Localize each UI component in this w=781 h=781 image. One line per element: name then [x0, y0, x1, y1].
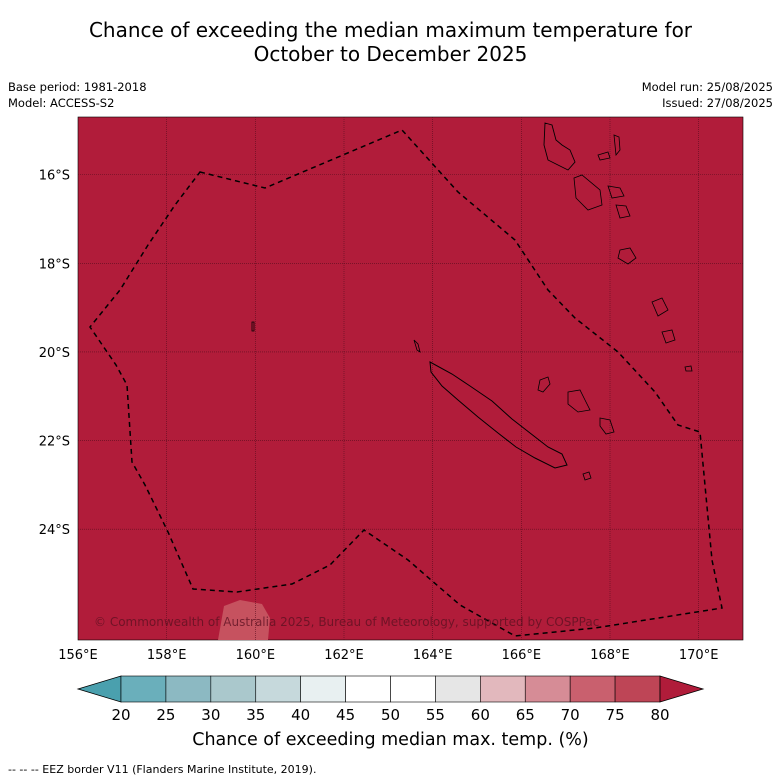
malekula-coast — [573, 174, 603, 211]
mare-coast — [599, 417, 615, 435]
espiritu-santo-coast — [543, 122, 576, 171]
efate-coast — [617, 247, 637, 265]
lifou-coast — [567, 389, 591, 413]
colorbar-bin-25 — [165, 675, 212, 703]
lon-tick-5: 166°E — [502, 648, 542, 663]
latitude-labels: 16°S 18°S 20°S 22°S 24°S — [39, 169, 70, 539]
belep-islands-coast — [413, 339, 421, 353]
colorbar-tick-75: 75 — [606, 706, 625, 724]
map-background — [77, 116, 744, 641]
colorbar-tick-40: 40 — [291, 706, 310, 724]
lon-tick-0: 156°E — [58, 648, 98, 663]
lower-probability-patch — [218, 600, 270, 640]
title-line-1: Chance of exceeding the median maximum t… — [88, 18, 693, 42]
colorbar-tick-55: 55 — [426, 706, 445, 724]
pentecost-coast — [613, 134, 621, 157]
chart-title: Chance of exceeding the median maximum t… — [0, 18, 781, 66]
colorbar-extend-low — [76, 675, 122, 703]
issued-date: Issued: 27/08/2025 — [662, 96, 773, 110]
colorbar-bin-75 — [614, 675, 661, 703]
colorbar — [76, 675, 705, 703]
lat-tick-4: 24°S — [39, 523, 70, 538]
model-run: Model run: 25/08/2025 — [641, 80, 773, 94]
base-period: Base period: 1981-2018 — [8, 80, 147, 94]
colorbar-extend-high — [659, 675, 705, 703]
colorbar-bin-65 — [524, 675, 571, 703]
footnote: -- -- -- EEZ border V11 (Flanders Marine… — [8, 763, 317, 776]
colorbar-tick-20: 20 — [111, 706, 130, 724]
chesterfield-reef — [251, 321, 255, 332]
epi-coast — [607, 185, 625, 199]
colorbar-tick-30: 30 — [201, 706, 220, 724]
colorbar-tick-labels: 20 25 30 35 40 45 50 55 60 65 70 75 80 — [111, 706, 669, 724]
model-name: Model: ACCESS-S2 — [8, 96, 115, 110]
colorbar-tick-25: 25 — [156, 706, 175, 724]
colorbar-tick-65: 65 — [516, 706, 535, 724]
gridlines — [78, 117, 743, 640]
meta-left: Base period: 1981-2018 Model: ACCESS-S2 — [8, 79, 147, 111]
eez-border — [89, 129, 723, 637]
lon-tick-3: 162°E — [324, 648, 364, 663]
colorbar-bin-20 — [120, 675, 167, 703]
colorbar-bin-50 — [390, 675, 436, 703]
colorbar-tick-35: 35 — [246, 706, 265, 724]
lat-tick-3: 22°S — [39, 435, 70, 450]
tanna-coast — [661, 329, 676, 344]
colorbar-bin-35 — [255, 675, 301, 703]
ouvea-coast — [537, 376, 551, 393]
colorbar-tick-80: 80 — [650, 706, 669, 724]
shepherd-islands-coast — [615, 204, 631, 219]
copyright-text: © Commonwealth of Australia 2025, Bureau… — [94, 615, 599, 629]
lon-tick-6: 168°E — [590, 648, 630, 663]
colorbar-bin-40 — [300, 675, 346, 703]
new-caledonia-coast — [429, 361, 568, 469]
colorbar-bin-60 — [480, 675, 526, 703]
colorbar-bin-70 — [569, 675, 616, 703]
lon-tick-4: 164°E — [413, 648, 453, 663]
colorbar-tick-60: 60 — [471, 706, 490, 724]
colorbar-tick-45: 45 — [336, 706, 355, 724]
colorbar-bin-45 — [345, 675, 391, 703]
lon-tick-2: 160°E — [236, 648, 276, 663]
erromango-coast — [651, 297, 669, 317]
lat-tick-0: 16°S — [39, 169, 70, 184]
colorbar-bin-55 — [435, 675, 481, 703]
lon-tick-7: 170°E — [679, 648, 719, 663]
lat-tick-2: 20°S — [39, 346, 70, 361]
lat-tick-1: 18°S — [39, 257, 70, 272]
colorbar-bin-30 — [210, 675, 257, 703]
colorbar-title: Chance of exceeding median max. temp. (%… — [192, 730, 589, 750]
lon-tick-1: 158°E — [147, 648, 187, 663]
aneityum-coast — [684, 365, 693, 372]
title-line-2: October to December 2025 — [253, 42, 528, 66]
meta-right: Model run: 25/08/2025 Issued: 27/08/2025 — [642, 79, 773, 111]
colorbar-tick-50: 50 — [381, 706, 400, 724]
longitude-labels: 156°E 158°E 160°E 162°E 164°E 166°E 168°E 170°E — [58, 648, 718, 663]
colorbar-tick-70: 70 — [561, 706, 580, 724]
isle-of-pines-coast — [582, 471, 592, 481]
maewo-coast — [597, 151, 611, 161]
